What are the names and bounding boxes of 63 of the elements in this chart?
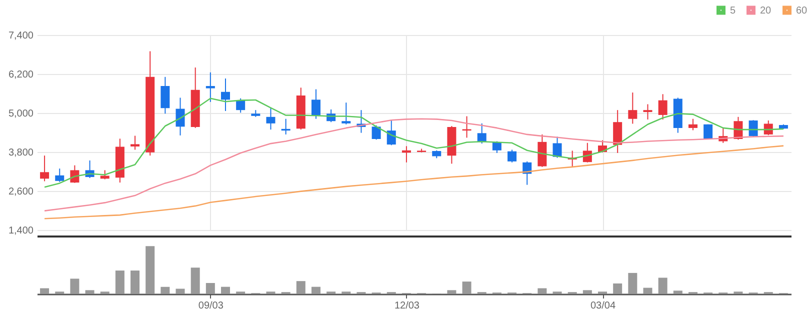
x-tick-label: 03/04 (590, 300, 616, 312)
bar (160, 286, 170, 294)
bar (190, 268, 200, 294)
bar (40, 288, 50, 294)
candlestick (221, 78, 230, 112)
bar (582, 290, 592, 294)
candlestick (477, 122, 486, 144)
bar (673, 290, 682, 294)
legend-label: 60 (796, 5, 807, 16)
candlestick (386, 120, 396, 146)
candlestick (552, 136, 562, 158)
bar (311, 286, 320, 294)
bar (146, 246, 155, 294)
bar (176, 288, 185, 294)
legend-label: 20 (760, 5, 772, 16)
line-series (44, 145, 784, 220)
candlestick (100, 170, 110, 180)
y-tick-label: 5,000 (8, 108, 34, 120)
candlestick (628, 92, 638, 124)
legend-label: 5 (730, 5, 736, 16)
line-series (44, 118, 784, 212)
candlestick (236, 98, 246, 114)
bar (85, 290, 94, 294)
bar (130, 270, 140, 294)
bar (643, 288, 652, 294)
candlestick (522, 160, 532, 186)
candlestick (130, 135, 140, 150)
candlestick (311, 88, 320, 120)
candlestick (643, 104, 652, 120)
candlestick (206, 72, 215, 102)
line-series (44, 98, 784, 188)
candlestick (281, 118, 290, 135)
candlestick (508, 149, 517, 163)
candlestick (658, 94, 668, 120)
candlestick (688, 118, 698, 131)
candlestick (372, 124, 381, 140)
bar (206, 282, 215, 294)
y-tick-label: 3,800 (8, 148, 34, 158)
candlestick (70, 164, 80, 184)
candlestick (160, 76, 170, 114)
bar (538, 288, 547, 294)
bar (613, 283, 622, 294)
bar (221, 286, 230, 294)
candlestick (613, 110, 622, 154)
bar (628, 272, 638, 294)
y-tick-label: 2,600 (8, 186, 34, 198)
candlestick (55, 168, 64, 182)
y-tick-label: 7,400 (8, 30, 34, 42)
candlestick (342, 102, 351, 125)
bar (658, 278, 668, 294)
bar (296, 281, 306, 294)
y-tick-label: 1,400 (8, 226, 34, 236)
bar (462, 282, 472, 294)
candlestick (266, 107, 276, 130)
x-tick-label: 12/03 (394, 300, 420, 312)
bar (70, 278, 80, 294)
candlestick (40, 155, 50, 182)
bar (115, 270, 124, 294)
candlestick (176, 97, 185, 136)
x-tick-label: 09/03 (198, 300, 224, 312)
bar (447, 290, 456, 294)
candlestick (764, 120, 773, 136)
y-tick-label: 6,200 (8, 70, 34, 80)
